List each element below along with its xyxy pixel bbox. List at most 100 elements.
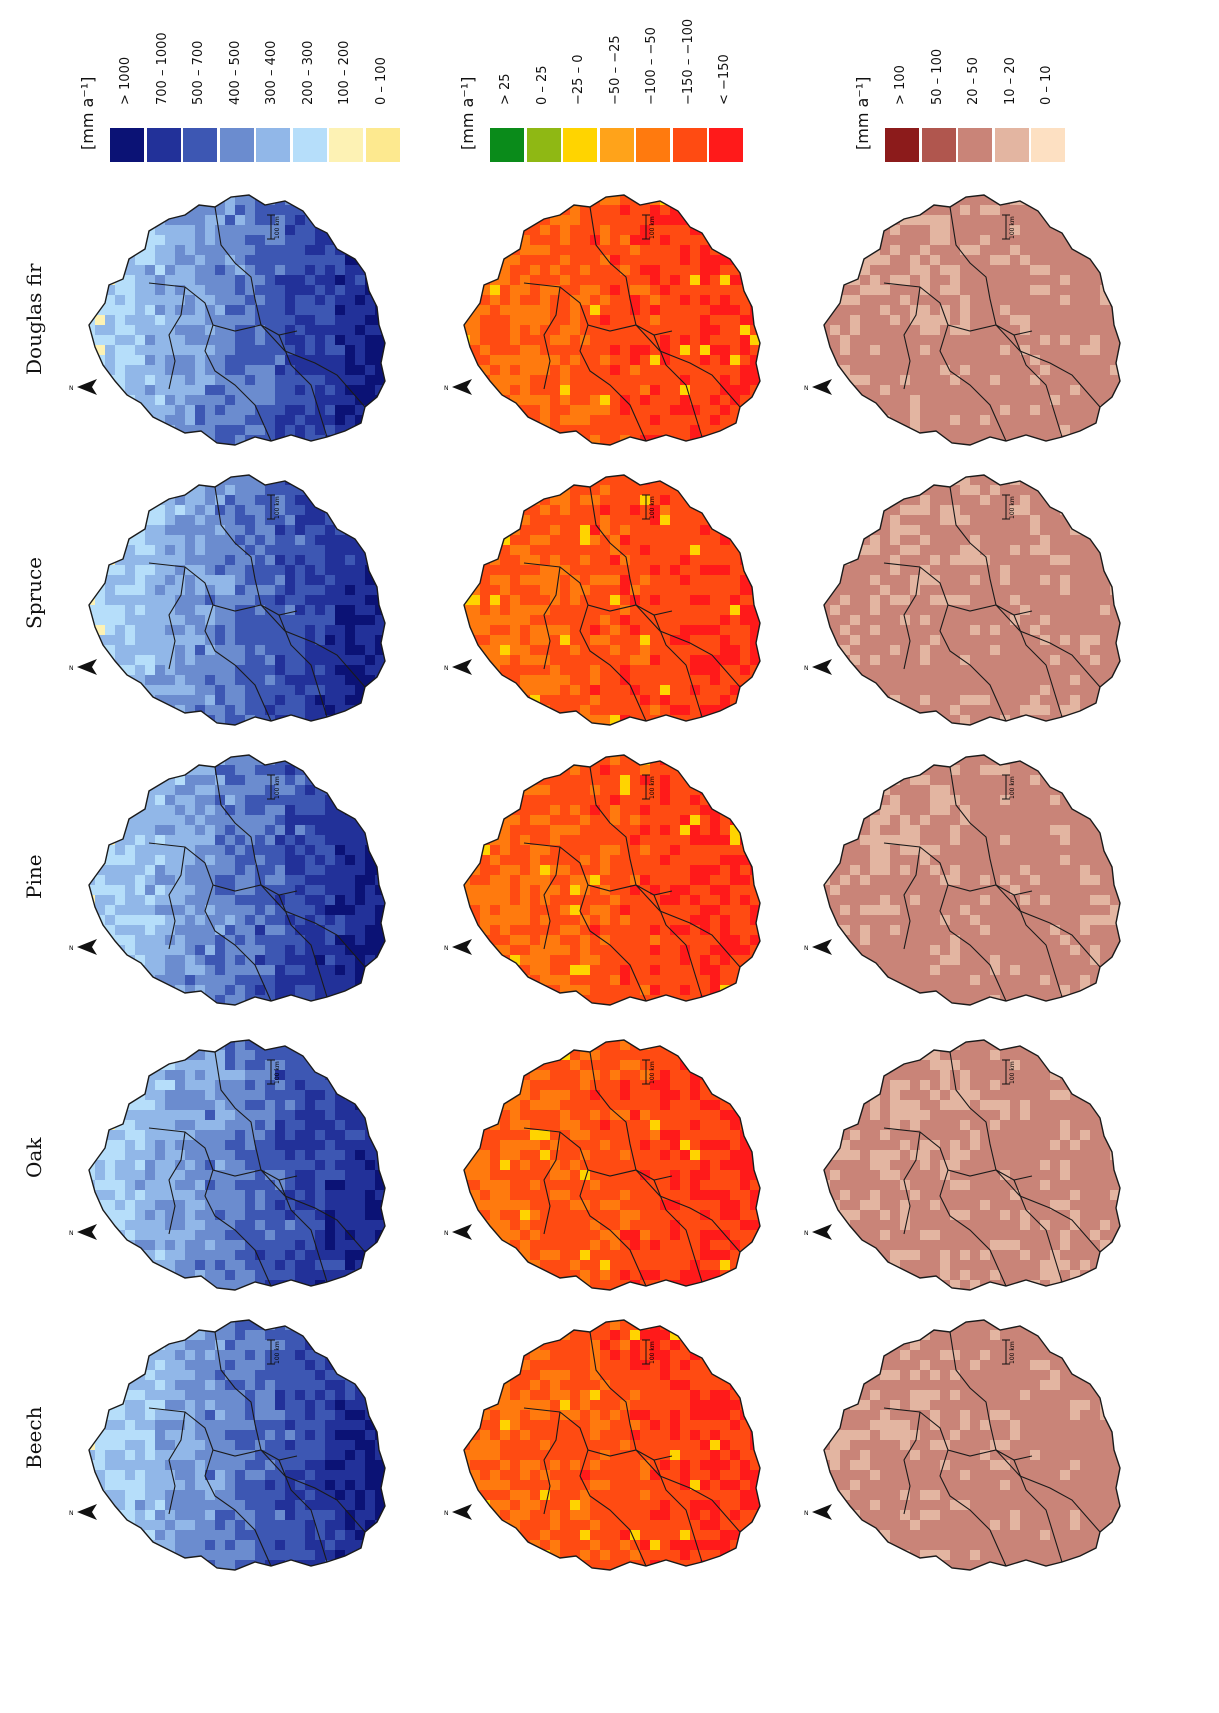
north-label: N [804,1230,809,1237]
scale-bar [642,214,650,240]
scale-label: 100 km [1009,776,1016,799]
map-raster [824,475,1120,725]
map-raster [464,1040,760,1290]
legend-class-label: > 1000 [118,56,133,105]
state-border [260,884,366,968]
map-orange-beech: N 100 km [444,1319,761,1571]
scale-bar [267,1059,275,1085]
north-arrow-icon [812,659,832,675]
scale-bar [1002,494,1010,520]
state-border [523,1407,673,1461]
state-border [168,1131,186,1235]
species-label: Beech [22,1406,46,1469]
state-border [883,282,1033,336]
map-raster [464,475,760,725]
state-border [214,1331,262,1451]
state-border [168,846,186,950]
state-border [148,842,298,896]
legend-class-label: 300 – 400 [264,40,279,105]
state-border [523,842,673,896]
legend-swatch [365,128,400,162]
scale-label: 100 km [649,216,656,239]
north-label: N [69,1230,74,1237]
state-border [995,1449,1101,1533]
scale-bar [267,214,275,240]
north-arrow-icon [812,939,832,955]
country-outline [823,754,1121,1006]
map-orange-pine: N 100 km [444,754,761,1006]
state-border [204,1169,272,1287]
country-outline [463,1319,761,1571]
legend-swatch [292,128,327,162]
north-arrow-icon [812,379,832,395]
legend-class-label: 10 – 20 [1002,57,1018,105]
state-border [579,1449,647,1567]
state-border [939,604,1007,722]
map-raster [824,1320,1120,1570]
legend-class-label: 0 – 100 [373,57,389,105]
state-border [543,1411,561,1515]
state-border [214,206,262,326]
state-border [903,1411,921,1515]
legend-class-label: 500 – 700 [191,40,206,105]
legend-class-label: −150 – −100 [680,18,696,105]
country-outline [823,1039,1121,1291]
state-border [589,1051,637,1171]
state-border [995,1169,1101,1253]
state-border [579,604,647,722]
state-border [1013,614,1063,718]
state-border [995,604,1101,688]
state-border [148,1127,298,1181]
state-border [883,1127,1033,1181]
scale-label: 100 km [274,216,281,239]
north-arrow-icon [77,1224,97,1240]
state-border [168,286,186,390]
north-label: N [804,385,809,392]
state-border [903,566,921,670]
country-outline [88,194,386,446]
legend-swatch [563,128,597,162]
north-arrow-icon [452,1504,472,1520]
legend-unit-label: [mm a⁻¹] [458,76,477,150]
map-raster [89,195,385,445]
map-brown-douglas-fir: N 100 km [804,194,1121,446]
map-blue-pine: N 100 km [69,754,386,1006]
legend-unit-label: [mm a⁻¹] [78,76,97,150]
map-raster [464,755,760,1005]
north-label: N [444,945,449,952]
scale-bar [642,774,650,800]
state-border [653,1459,703,1563]
scale-label: 100 km [274,496,281,519]
map-orange-oak: N 100 km [444,1039,761,1291]
north-label: N [444,385,449,392]
state-border [260,1169,366,1253]
north-arrow-icon [452,939,472,955]
legend-swatch [146,128,181,162]
state-border [903,846,921,950]
state-border [903,286,921,390]
map-orange-spruce: N 100 km [444,474,761,726]
state-border [148,562,298,616]
legend-swatch [183,128,217,162]
state-border [260,604,366,688]
country-outline [88,1319,386,1571]
north-label: N [444,665,449,672]
state-border [523,282,673,336]
state-border [635,324,741,408]
state-border [995,884,1101,968]
scale-bar [267,1339,275,1365]
north-label: N [69,945,74,952]
map-brown-oak: N 100 km [804,1039,1121,1291]
scale-label: 100 km [274,776,281,799]
scale-label: 100 km [1009,1341,1016,1364]
scale-bar [642,494,650,520]
legend-swatch [599,128,634,162]
map-brown-beech: N 100 km [804,1319,1121,1571]
state-border [204,884,272,1002]
north-arrow-icon [452,379,472,395]
state-border [883,842,1033,896]
state-border [589,206,637,326]
legend-class-label: −25 – 0 [571,54,586,105]
north-label: N [69,1510,74,1517]
north-label: N [804,945,809,952]
